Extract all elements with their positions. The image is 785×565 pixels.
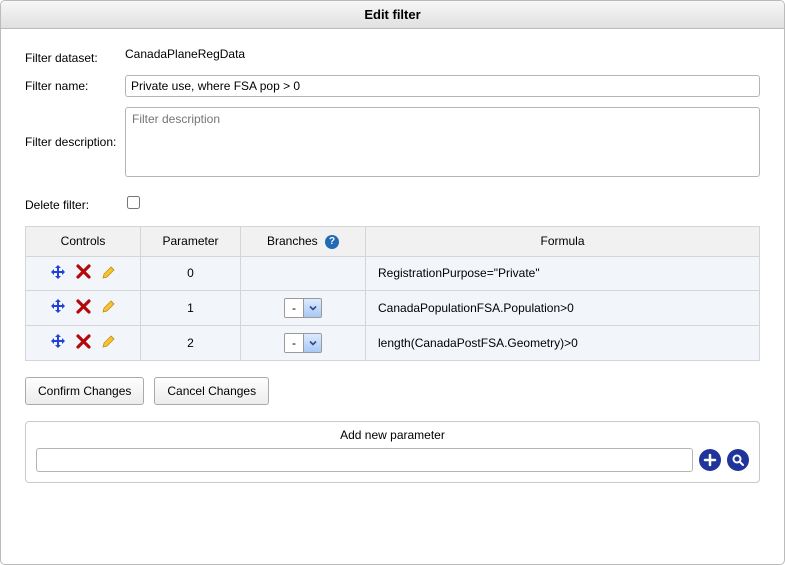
label-filter-dataset: Filter dataset: — [25, 47, 125, 65]
panel-body: Filter dataset: CanadaPlaneRegData Filte… — [1, 29, 784, 501]
formula-cell: RegistrationPurpose="Private" — [366, 256, 760, 290]
filter-name-input[interactable] — [125, 75, 760, 97]
edit-filter-panel: Edit filter Filter dataset: CanadaPlaneR… — [0, 0, 785, 565]
edit-icon[interactable] — [101, 298, 117, 314]
parameters-table: Controls Parameter Branches ? Formula 0 R… — [25, 226, 760, 361]
add-parameter-box: Add new parameter — [25, 421, 760, 483]
label-filter-description: Filter description: — [25, 107, 125, 149]
branches-select[interactable]: - — [284, 333, 322, 353]
row-filter-description: Filter description: — [25, 107, 760, 180]
parameter-cell: 1 — [141, 290, 241, 325]
label-delete-filter: Delete filter: — [25, 194, 125, 212]
help-icon[interactable]: ? — [325, 235, 339, 249]
branches-value: - — [285, 334, 303, 352]
move-icon[interactable] — [50, 298, 66, 314]
table-row: 1 - CanadaPopulationFSA.Population>0 — [26, 290, 760, 325]
value-filter-dataset: CanadaPlaneRegData — [125, 47, 760, 61]
parameter-cell: 0 — [141, 256, 241, 290]
chevron-down-icon[interactable] — [303, 334, 321, 352]
confirm-changes-button[interactable]: Confirm Changes — [25, 377, 144, 405]
formula-cell: length(CanadaPostFSA.Geometry)>0 — [366, 325, 760, 360]
edit-icon[interactable] — [101, 264, 117, 280]
branches-cell — [241, 256, 366, 290]
move-icon[interactable] — [50, 264, 66, 280]
delete-icon[interactable] — [76, 264, 91, 279]
label-filter-name: Filter name: — [25, 75, 125, 93]
edit-icon[interactable] — [101, 333, 117, 349]
branches-select[interactable]: - — [284, 298, 322, 318]
delete-icon[interactable] — [76, 299, 91, 314]
action-buttons: Confirm Changes Cancel Changes — [25, 377, 760, 405]
move-icon[interactable] — [50, 333, 66, 349]
branches-cell: - — [241, 325, 366, 360]
th-parameter: Parameter — [141, 227, 241, 257]
row-filter-dataset: Filter dataset: CanadaPlaneRegData — [25, 47, 760, 65]
branches-cell: - — [241, 290, 366, 325]
add-parameter-input[interactable] — [36, 448, 693, 472]
branches-value: - — [285, 299, 303, 317]
th-branches-text: Branches — [267, 234, 318, 248]
th-branches: Branches ? — [241, 227, 366, 257]
parameter-cell: 2 — [141, 325, 241, 360]
filter-description-input[interactable] — [125, 107, 760, 177]
th-formula: Formula — [366, 227, 760, 257]
th-controls: Controls — [26, 227, 141, 257]
delete-icon[interactable] — [76, 334, 91, 349]
table-row: 0 RegistrationPurpose="Private" — [26, 256, 760, 290]
panel-title: Edit filter — [1, 1, 784, 29]
search-icon[interactable] — [727, 449, 749, 471]
chevron-down-icon[interactable] — [303, 299, 321, 317]
formula-cell: CanadaPopulationFSA.Population>0 — [366, 290, 760, 325]
row-filter-name: Filter name: — [25, 75, 760, 97]
cancel-changes-button[interactable]: Cancel Changes — [154, 377, 269, 405]
delete-filter-checkbox[interactable] — [127, 196, 140, 209]
row-delete-filter: Delete filter: — [25, 194, 760, 212]
add-parameter-title: Add new parameter — [36, 428, 749, 448]
add-icon[interactable] — [699, 449, 721, 471]
table-row: 2 - length(CanadaPostFSA.Geometry)>0 — [26, 325, 760, 360]
